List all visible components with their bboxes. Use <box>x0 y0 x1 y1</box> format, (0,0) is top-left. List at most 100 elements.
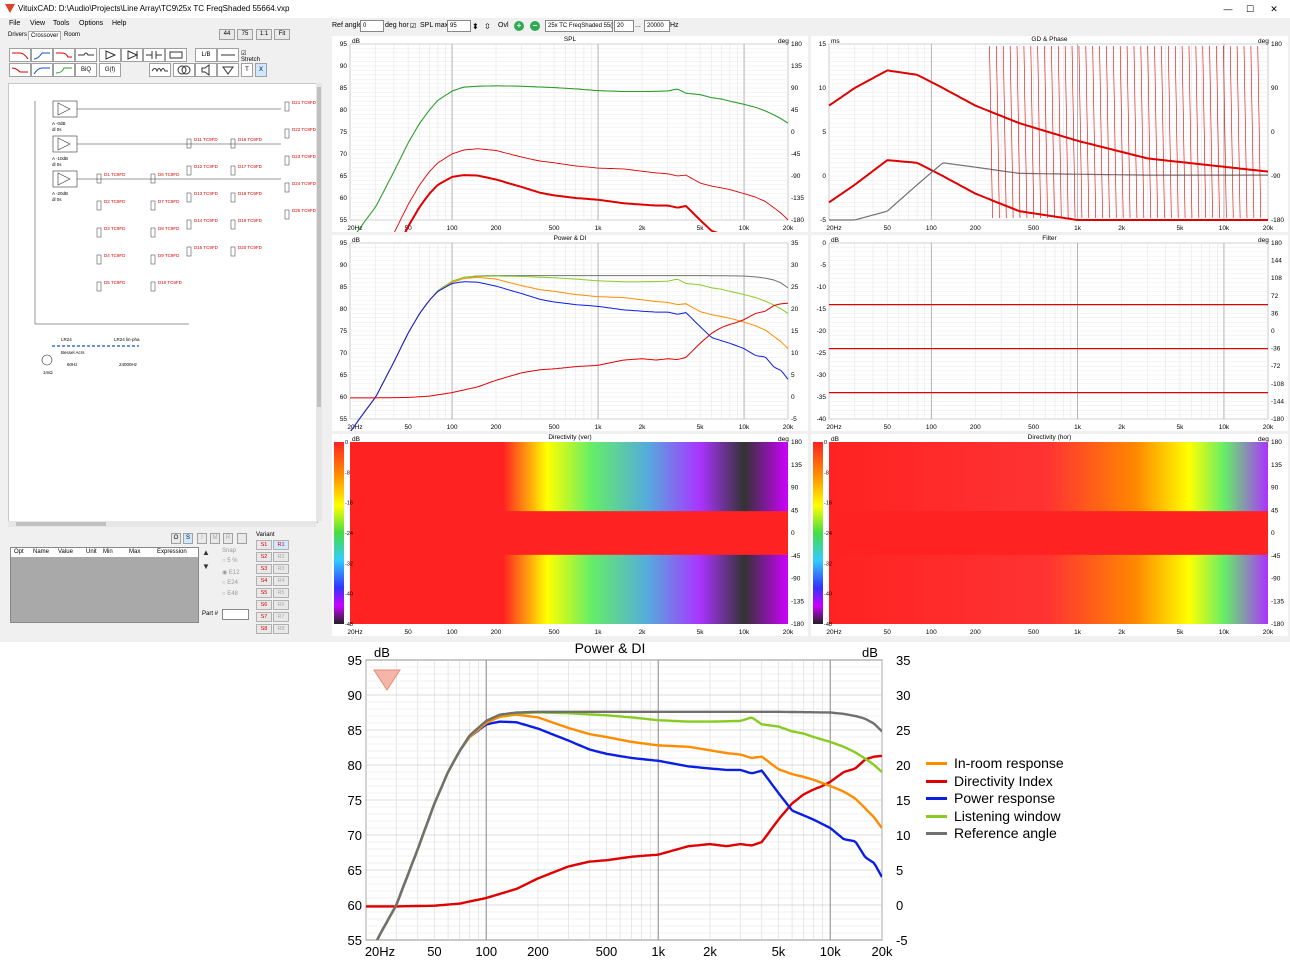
directivity-ver-chart[interactable]: Directivity (ver) 20Hz 50 100 200 500 1k 2k 5k 1… <box>332 434 808 636</box>
gain-function-button[interactable]: G(f) <box>99 63 121 77</box>
variant-button-s2[interactable]: S2 <box>256 552 272 562</box>
variant-button-r5[interactable]: R5 <box>273 588 289 598</box>
tab-drivers[interactable]: Drivers <box>8 32 27 38</box>
directivity-hor-chart[interactable]: Directivity (hor) 20Hz 50 100 200 500 1k 2k 5k 1… <box>811 434 1288 636</box>
variant-button-s4[interactable]: S4 <box>256 576 272 586</box>
tab-crossover[interactable]: Crossover <box>28 31 62 40</box>
filter-chart[interactable]: Filter 20Hz 50 100 200 500 1k 2k 5k 10k 20k 0 -5 -10… <box>811 235 1288 431</box>
bandpass-icon[interactable] <box>53 48 75 62</box>
variant-button-s1[interactable]: S1 <box>256 540 272 550</box>
driver-symbol-icon[interactable] <box>230 192 236 203</box>
parts-table[interactable]: Opt Name Value Unit Min Max Expression <box>10 547 199 623</box>
schematic-horizontal-scrollbar[interactable] <box>8 521 316 527</box>
ref-angle-input[interactable]: 0 <box>360 20 384 32</box>
part-number-input[interactable] <box>222 609 249 620</box>
shelf-icon[interactable] <box>53 63 75 77</box>
biquad-button[interactable]: BiQ <box>75 63 97 77</box>
spl-max-spinner-icon[interactable]: ⬍ <box>472 22 479 31</box>
col-expression[interactable]: Expression <box>157 549 187 555</box>
signal-source-icon[interactable] <box>41 354 53 366</box>
close-button[interactable]: ✕ <box>1270 4 1278 14</box>
delete-tool-button[interactable]: X <box>255 63 267 77</box>
driver-symbol-icon[interactable] <box>186 219 192 230</box>
text-tool-button[interactable]: T <box>241 63 253 77</box>
driver-symbol-icon[interactable] <box>284 128 290 139</box>
highpass-2nd-icon[interactable] <box>31 63 53 77</box>
variant-button-s8[interactable]: S8 <box>256 624 272 634</box>
mode-extra-button[interactable] <box>237 533 247 544</box>
driver-symbol-icon[interactable] <box>96 254 102 265</box>
variant-button-s6[interactable]: S6 <box>256 600 272 610</box>
menu-file[interactable]: File <box>9 20 21 27</box>
ground-icon[interactable] <box>217 63 239 77</box>
tab-room[interactable]: Room <box>64 32 81 38</box>
freq-max-input[interactable]: 20000 <box>644 20 670 32</box>
lowpass-1st-icon[interactable] <box>9 48 31 62</box>
variant-button-r8[interactable]: R8 <box>273 624 289 634</box>
menu-help[interactable]: Help <box>112 20 127 27</box>
amp-block[interactable] <box>52 170 78 188</box>
remove-overlay-icon[interactable]: − <box>530 21 540 31</box>
amplifier-icon[interactable] <box>99 48 121 62</box>
crossover-schematic[interactable]: A -0dB dl 0s A -10dB dl 0s A -20dB dl 0s D1 TC… <box>8 83 318 523</box>
horizontal-scroll-thumb[interactable] <box>16 522 106 526</box>
lb-button[interactable]: L/B <box>195 48 217 62</box>
driver-symbol-icon[interactable] <box>150 227 156 238</box>
driver-symbol-icon[interactable] <box>186 165 192 176</box>
variant-button-r6[interactable]: R6 <box>273 600 289 610</box>
snap-option-e12[interactable]: ◉ E12 <box>222 570 240 576</box>
highpass-1st-icon[interactable] <box>9 63 31 77</box>
mode-s-button[interactable]: S <box>183 533 193 544</box>
driver-symbol-icon[interactable] <box>96 200 102 211</box>
zoom-44-button[interactable]: 44 <box>219 29 235 40</box>
zoom-1-1-button[interactable]: 1:1 <box>256 29 272 40</box>
spl-chart[interactable]: SPL 20Hz 50 100 200 500 1k 2k 5k 10k 20k 95 90 85 80 7… <box>332 36 808 232</box>
vertical-scroll-thumb[interactable] <box>317 87 321 407</box>
snap-option-5pct[interactable]: ○ 5 % <box>222 558 238 564</box>
buffer-icon[interactable] <box>121 48 143 62</box>
snap-option-e24[interactable]: ○ E24 <box>222 580 238 586</box>
gd-phase-chart[interactable]: GD & Phase 20Hz 50 100 200 500 1k 2k 5k 10k 20k 15… <box>811 36 1288 232</box>
mode-i-button[interactable]: I <box>197 533 207 544</box>
inductor-icon[interactable] <box>149 63 171 77</box>
driver-symbol-icon[interactable] <box>284 101 290 112</box>
driver-symbol-icon[interactable] <box>96 281 102 292</box>
driver-symbol-icon[interactable] <box>96 173 102 184</box>
driver-symbol-icon[interactable] <box>230 219 236 230</box>
driver-symbol-icon[interactable] <box>284 155 290 166</box>
amp-block[interactable] <box>52 100 78 118</box>
transformer-icon[interactable] <box>173 63 195 77</box>
driver-symbol-icon[interactable] <box>284 209 290 220</box>
spl-max-input[interactable]: 95 <box>447 20 471 32</box>
move-up-icon[interactable]: ▲ <box>202 548 210 557</box>
zoom-fit-button[interactable]: Fit <box>274 29 290 40</box>
speaker-icon[interactable] <box>195 63 217 77</box>
variant-button-r7[interactable]: R7 <box>273 612 289 622</box>
overlay-name-input[interactable]: 25x TC FreqShaded 55( <box>545 20 613 32</box>
driver-symbol-icon[interactable] <box>186 246 192 257</box>
col-name[interactable]: Name <box>33 549 50 555</box>
amp-block[interactable] <box>52 135 78 153</box>
driver-symbol-icon[interactable] <box>150 281 156 292</box>
variant-button-r3[interactable]: R3 <box>273 564 289 574</box>
freq-min-input[interactable]: 20 <box>614 20 634 32</box>
col-unit[interactable]: Unit <box>86 549 97 555</box>
variant-button-r2[interactable]: R2 <box>273 552 289 562</box>
driver-symbol-icon[interactable] <box>150 200 156 211</box>
schematic-vertical-scrollbar[interactable] <box>316 83 322 521</box>
add-overlay-icon[interactable]: + <box>514 21 524 31</box>
capacitor-icon[interactable] <box>143 48 165 62</box>
driver-symbol-icon[interactable] <box>186 138 192 149</box>
variant-button-r1[interactable]: R1 <box>273 540 289 550</box>
mode-o-button[interactable]: O <box>171 533 181 544</box>
variant-button-s7[interactable]: S7 <box>256 612 272 622</box>
move-down-icon[interactable]: ▼ <box>202 562 210 571</box>
power-di-small-chart[interactable]: Power & DI 20Hz 50 100 200 500 1k 2k 5k 10k 20k 95… <box>332 235 808 431</box>
driver-symbol-icon[interactable] <box>96 227 102 238</box>
wire-icon[interactable] <box>217 48 239 62</box>
variant-button-s3[interactable]: S3 <box>256 564 272 574</box>
variant-button-s5[interactable]: S5 <box>256 588 272 598</box>
driver-symbol-icon[interactable] <box>284 182 290 193</box>
col-max[interactable]: Max <box>129 549 141 555</box>
spl-fit-icon[interactable]: ⇳ <box>484 22 491 31</box>
